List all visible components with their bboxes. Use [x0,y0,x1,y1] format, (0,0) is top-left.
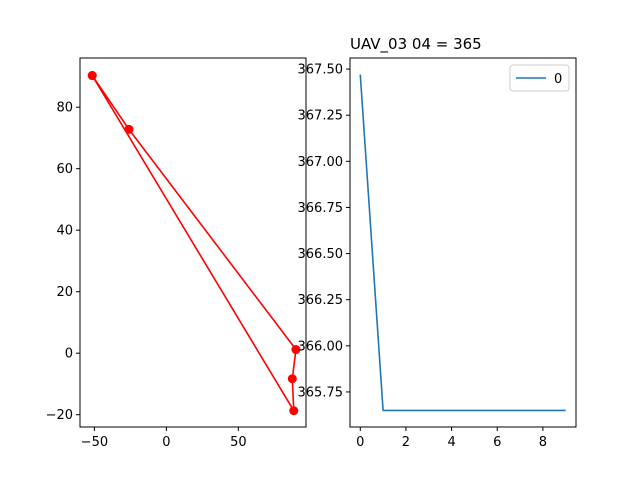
legend: 0 [509,64,570,92]
right-x-axis: 0 2 4 6 8 [356,427,547,450]
right-y-tick-label-7: 367.50 [298,63,344,78]
right-x-tick-label-3: 6 [493,435,501,450]
right-y-tick-label-3: 366.50 [298,247,344,262]
right-axes-frame [349,57,577,428]
right-y-tick-label-4: 366.75 [298,201,344,216]
right-y-tick-label-5: 367.00 [298,155,344,170]
left-x-tick-label-1: 0 [162,435,170,450]
right-series-line-0 [359,74,566,412]
right-y-axis: 365.75 366.00 366.25 366.50 366.75 367.00 367.… [298,63,350,400]
right-y-tick-label-6: 367.25 [298,109,344,124]
right-chart-title: UAV_03 04 = 365 [350,35,482,54]
left-axes-frame [79,57,307,428]
left-x-tick-label-0: −50 [81,435,108,450]
left-x-axis: −50 0 50 [81,427,247,450]
left-series-point-5 [87,71,97,81]
left-y-tick-label-0: −20 [46,408,73,423]
left-series-point-3 [287,374,297,384]
left-series [87,71,301,416]
right-x-tick-label-2: 4 [447,435,455,450]
right-y-tick-label-1: 366.00 [298,339,344,354]
right-y-tick-label-2: 366.25 [298,293,344,308]
left-series-line [91,75,297,412]
left-y-tick-label-5: 80 [56,101,73,116]
legend-label: 0 [554,72,562,87]
right-series [359,74,566,412]
right-y-tick-label-0: 365.75 [298,385,344,400]
left-subplot: −50 0 50 −20 0 20 40 60 80 [46,57,307,450]
left-series-point-2 [291,345,301,355]
left-y-tick-label-1: 0 [65,347,73,362]
left-y-axis: −20 0 20 40 60 80 [46,101,80,423]
right-x-tick-label-0: 0 [356,435,364,450]
right-x-tick-label-4: 8 [539,435,547,450]
left-x-tick-label-2: 50 [230,435,247,450]
left-y-tick-label-2: 20 [56,285,73,300]
left-y-tick-label-3: 40 [56,224,73,239]
left-y-tick-label-4: 60 [56,162,73,177]
left-series-point-1 [124,124,134,134]
right-subplot: UAV_03 04 = 365 0 2 4 6 8 365.75 366.00 366.25… [298,35,577,450]
right-x-tick-label-1: 2 [402,435,410,450]
left-series-point-4 [289,406,299,416]
